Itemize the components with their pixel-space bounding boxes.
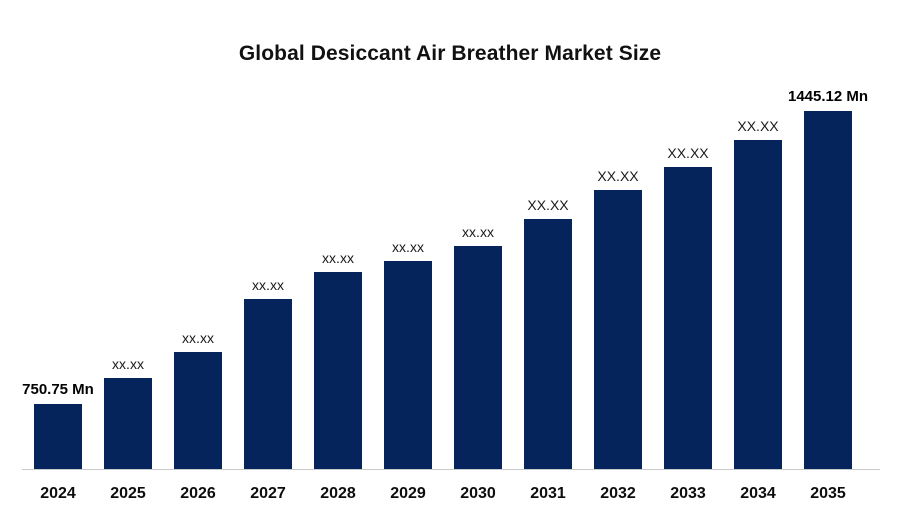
x-tick-label-2025: 2025 — [110, 485, 146, 502]
bar-value-label: XX.XX — [527, 197, 569, 213]
x-axis-tick-labels: 2024 2025 2026 2027 2028 2029 2030 2031 2032 2033… — [0, 470, 900, 525]
bar-value-label: XX.XX — [597, 168, 639, 184]
bar[interactable] — [454, 246, 502, 470]
bar-value-label: XX.XX — [667, 145, 709, 161]
bar-group: 750.75 Mn — [22, 0, 94, 470]
bar-value-label: xx.xx — [252, 277, 284, 293]
bar-value-label: XX.XX — [737, 118, 779, 134]
x-tick-label-2033: 2033 — [670, 485, 706, 502]
bar[interactable] — [664, 167, 712, 470]
x-tick-label-2028: 2028 — [320, 485, 356, 502]
bar-value-label: xx.xx — [462, 224, 494, 240]
x-tick-label-2026: 2026 — [180, 485, 216, 502]
bar-value-label: xx.xx — [112, 356, 144, 372]
bar[interactable] — [34, 404, 82, 470]
bar[interactable] — [594, 190, 642, 470]
bar-group: XX.XX — [664, 0, 712, 470]
bar-group: xx.xx — [104, 0, 152, 470]
x-tick-label-2031: 2031 — [530, 485, 566, 502]
bar-group: xx.xx — [244, 0, 292, 470]
bar[interactable] — [174, 352, 222, 470]
bar-group: xx.xx — [314, 0, 362, 470]
bar-value-label: xx.xx — [392, 239, 424, 255]
chart-title: Global Desiccant Air Breather Market Siz… — [238, 42, 662, 65]
bar[interactable] — [804, 111, 852, 470]
bar[interactable] — [384, 261, 432, 470]
bar-value-label: xx.xx — [182, 330, 214, 346]
x-tick-label-2035: 2035 — [810, 485, 846, 502]
bar-group: 1445.12 Mn — [788, 0, 868, 470]
bar-group: XX.XX — [734, 0, 782, 470]
bar[interactable] — [524, 219, 572, 470]
bar-group: xx.xx — [454, 0, 502, 470]
bar[interactable] — [104, 378, 152, 470]
plot-area: 750.75 Mn xx.xx xx.xx xx.xx xx.xx xx.xx xx.xx X… — [22, 0, 880, 470]
bar-group: XX.XX — [594, 0, 642, 470]
bar-value-label: 750.75 Mn — [22, 381, 94, 398]
x-tick-label-2030: 2030 — [460, 485, 496, 502]
x-axis-line — [22, 469, 880, 470]
bar-group: XX.XX — [524, 0, 572, 470]
bar-group: xx.xx — [174, 0, 222, 470]
x-tick-label-2024: 2024 — [40, 485, 76, 502]
bar[interactable] — [314, 272, 362, 470]
x-tick-label-2029: 2029 — [390, 485, 426, 502]
x-tick-label-2034: 2034 — [740, 485, 776, 502]
bar[interactable] — [244, 299, 292, 470]
bar-group: xx.xx — [384, 0, 432, 470]
x-tick-label-2032: 2032 — [600, 485, 636, 502]
x-tick-label-2027: 2027 — [250, 485, 286, 502]
bar-value-label: 1445.12 Mn — [787, 88, 869, 105]
bar[interactable] — [734, 140, 782, 470]
bar-value-label: xx.xx — [322, 250, 354, 266]
